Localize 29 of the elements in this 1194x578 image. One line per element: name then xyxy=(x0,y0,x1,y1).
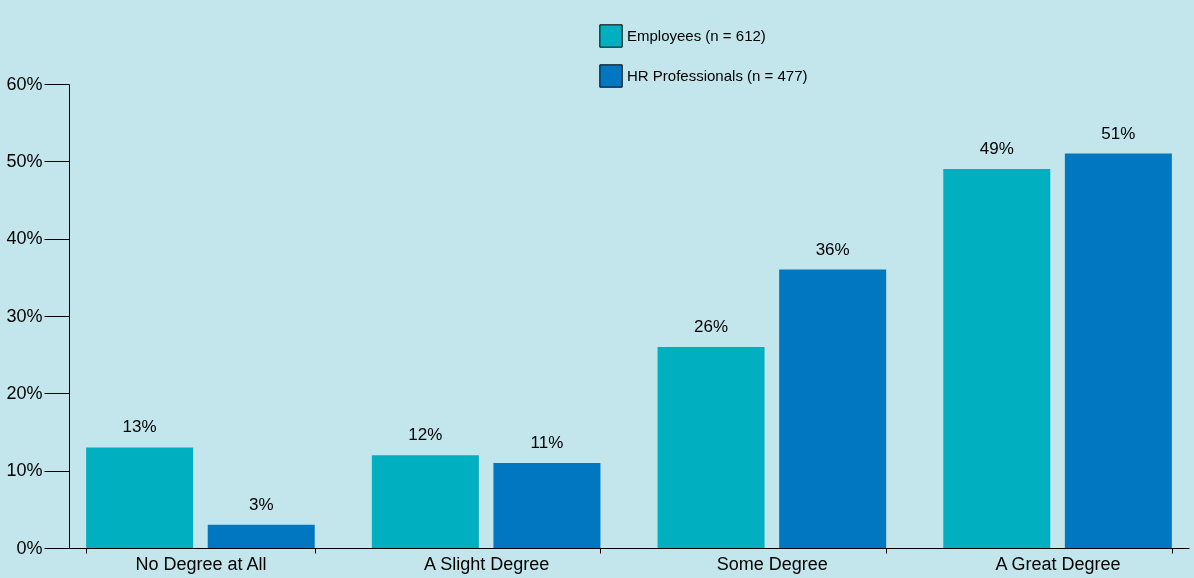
y-tick-label: 0% xyxy=(16,537,43,558)
bar xyxy=(86,447,194,548)
x-tick-label: Some Degree xyxy=(716,553,828,574)
data-label: 49% xyxy=(979,139,1014,159)
bar xyxy=(207,524,315,548)
bar xyxy=(1064,153,1172,548)
y-tick-label: 10% xyxy=(6,460,43,481)
data-label: 12% xyxy=(408,425,443,445)
bar xyxy=(371,455,479,548)
bar xyxy=(779,269,887,548)
legend-label: HR Professionals (n = 477) xyxy=(627,67,808,84)
y-tick-label: 30% xyxy=(6,305,43,326)
y-tick-label: 60% xyxy=(6,73,43,94)
x-tick-label: No Degree at All xyxy=(135,553,267,574)
data-label: 3% xyxy=(248,494,274,514)
bar xyxy=(493,462,601,548)
legend-label: Employees (n = 612) xyxy=(627,27,766,44)
y-tick-label: 20% xyxy=(6,382,43,403)
bar xyxy=(943,169,1051,548)
x-tick-label: A Great Degree xyxy=(995,553,1121,574)
data-label: 51% xyxy=(1101,123,1136,143)
data-label: 36% xyxy=(815,239,850,259)
data-label: 13% xyxy=(122,417,157,437)
y-tick-label: 50% xyxy=(6,150,43,171)
data-label: 11% xyxy=(530,432,564,452)
y-tick-label: 40% xyxy=(6,228,43,249)
data-label: 26% xyxy=(694,316,729,336)
x-tick-label: A Slight Degree xyxy=(424,553,550,574)
bar xyxy=(657,346,765,548)
